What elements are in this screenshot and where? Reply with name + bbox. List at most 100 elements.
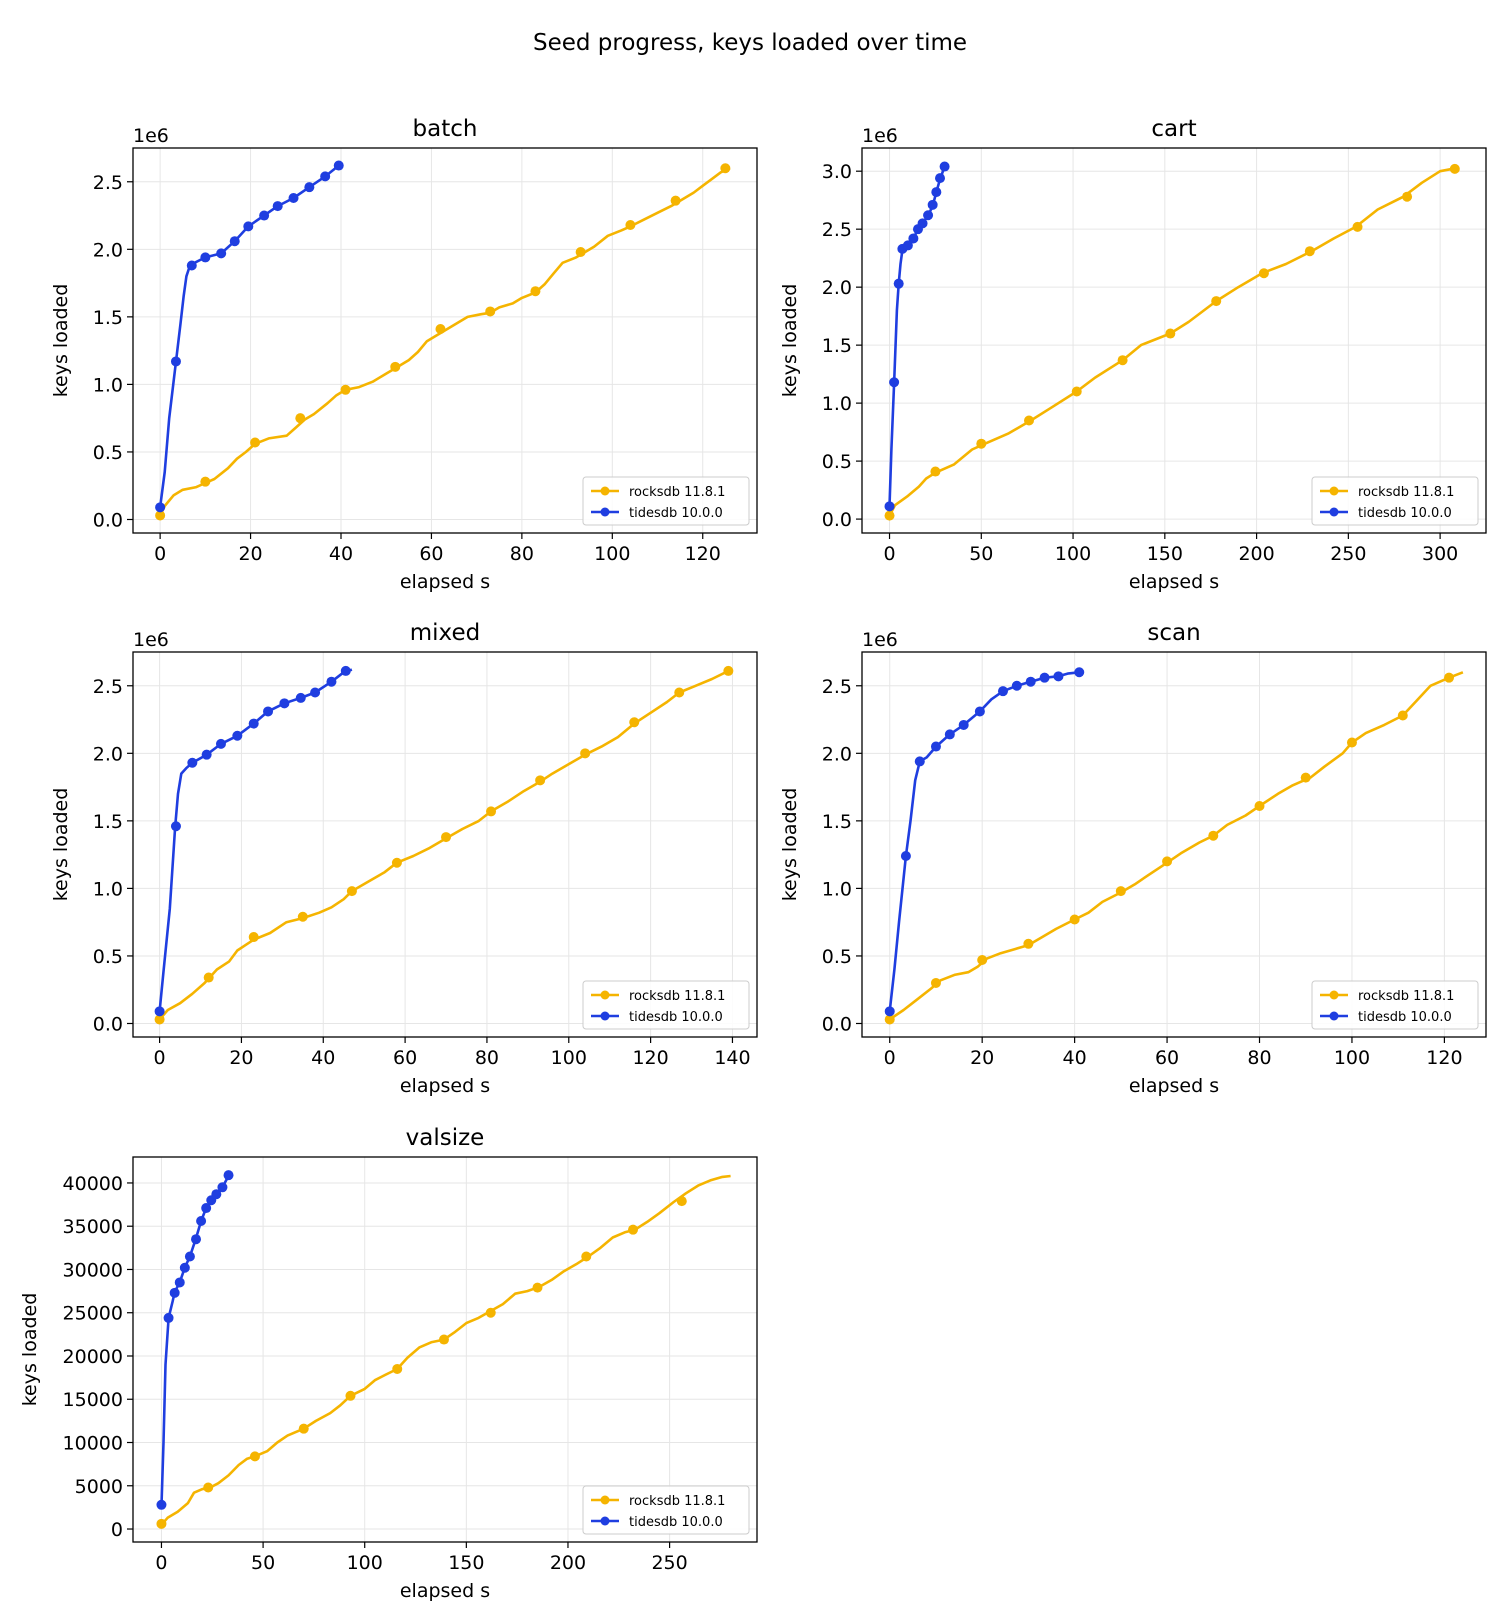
y-axis-label: keys loaded	[19, 1293, 41, 1407]
data-point	[232, 730, 243, 741]
y-tick-label: 10000	[63, 1433, 123, 1455]
data-point	[674, 687, 685, 698]
data-point	[1011, 680, 1022, 691]
data-point	[935, 173, 945, 184]
y-axis-label: keys loaded	[779, 284, 801, 398]
data-point	[535, 775, 546, 786]
x-tick-label: 20	[970, 1047, 994, 1069]
data-point	[170, 821, 181, 832]
data-point	[575, 247, 586, 258]
data-point	[893, 278, 904, 289]
x-tick-label: 140	[714, 1047, 750, 1069]
data-point	[248, 718, 259, 729]
legend-label: rocksdb 11.8.1	[629, 1494, 725, 1509]
y-tick-label: 2.5	[822, 676, 852, 698]
x-tick-label: 60	[419, 543, 443, 565]
data-point	[625, 220, 636, 230]
legend-swatch-marker	[600, 990, 610, 1000]
data-point	[200, 476, 211, 487]
axes-frame	[132, 1156, 758, 1543]
legend-label: tidesdb 10.0.0	[629, 1515, 723, 1530]
series-line-rocksdb	[158, 669, 729, 1021]
legend-swatch-marker	[1329, 486, 1339, 496]
data-point	[930, 741, 941, 752]
data-point	[154, 1006, 165, 1017]
legend-swatch-marker	[600, 486, 610, 496]
y-tick-label: 20000	[63, 1346, 123, 1368]
figure-title: Seed progress, keys loaded over time	[533, 30, 967, 56]
legend: rocksdb 11.8.1 tidesdb 10.0.0	[1311, 476, 1479, 526]
series-line-tidesdb	[158, 164, 340, 508]
data-point	[902, 240, 913, 251]
x-tick-label: 120	[685, 543, 721, 565]
data-point	[155, 510, 166, 521]
data-point	[923, 210, 934, 221]
data-point	[345, 1390, 356, 1401]
y-tick-label: 2.0	[93, 239, 123, 261]
data-point	[1254, 801, 1265, 811]
axis-multiplier: 1e6	[133, 125, 169, 147]
data-point	[243, 221, 254, 232]
data-point	[295, 692, 306, 703]
x-tick-label: 150	[448, 1552, 484, 1574]
series-line-rocksdb	[160, 1174, 731, 1526]
y-tick-label: 1.0	[822, 878, 852, 900]
panel-scan: 0 20 40 60 80 100 120 0.0 0.5 1.0 1.5 2.0 2.5 scan 1e6…	[779, 620, 1487, 1097]
y-tick-label: 0.5	[93, 442, 123, 464]
data-point	[288, 192, 299, 203]
y-tick-label: 40000	[63, 1173, 123, 1195]
x-tick-label: 60	[393, 1047, 417, 1069]
data-point	[931, 187, 942, 198]
data-point	[250, 437, 261, 448]
legend-box	[582, 476, 750, 526]
legend-label: rocksdb 11.8.1	[1358, 989, 1454, 1004]
x-tick-label: 40	[1063, 1047, 1087, 1069]
data-point	[629, 717, 640, 728]
data-point	[917, 218, 928, 229]
data-point	[295, 413, 306, 424]
data-point	[392, 1363, 403, 1374]
y-axis-label: keys loaded	[50, 284, 72, 398]
x-tick-label: 0	[154, 543, 166, 565]
data-point	[1211, 296, 1222, 307]
data-point	[628, 1224, 639, 1235]
y-tick-label: 0.0	[93, 509, 123, 531]
data-point	[485, 1307, 496, 1318]
x-tick-label: 80	[1247, 1047, 1271, 1069]
data-point	[156, 1518, 167, 1529]
legend-box	[582, 980, 750, 1030]
x-tick-label: 50	[969, 543, 993, 565]
data-point	[670, 195, 681, 206]
data-point	[391, 857, 402, 868]
y-tick-label: 1.0	[93, 374, 123, 396]
x-axis-label: elapsed s	[400, 571, 490, 593]
legend-swatch-marker	[600, 1495, 610, 1505]
legend-swatch-marker	[1329, 1011, 1339, 1021]
axes-frame	[132, 147, 758, 534]
x-axis-label: elapsed s	[400, 1580, 490, 1602]
data-point	[930, 977, 941, 988]
data-point	[201, 749, 212, 760]
panel-batch: 0 20 40 60 80 100 120 0.0 0.5 1.0 1.5 2.0 2.5 batch 1e…	[50, 116, 758, 593]
data-point	[1053, 671, 1064, 682]
data-point	[974, 706, 985, 717]
data-point	[1165, 328, 1176, 339]
data-point	[908, 233, 919, 244]
series-line-rocksdb	[158, 167, 731, 516]
data-point	[203, 972, 214, 983]
y-tick-label: 0.5	[822, 946, 852, 968]
data-point	[1025, 676, 1036, 687]
data-point	[259, 210, 270, 221]
data-point	[884, 510, 895, 521]
data-point	[340, 384, 351, 395]
x-tick-label: 40	[329, 543, 353, 565]
y-tick-label: 1.0	[822, 393, 852, 415]
data-point	[720, 163, 731, 174]
y-tick-label: 0	[111, 1519, 123, 1541]
y-tick-label: 1.5	[822, 811, 852, 833]
legend-label: tidesdb 10.0.0	[629, 506, 723, 521]
data-point	[298, 1423, 309, 1434]
data-point	[326, 676, 337, 687]
data-point	[914, 756, 925, 767]
data-point	[263, 706, 274, 717]
